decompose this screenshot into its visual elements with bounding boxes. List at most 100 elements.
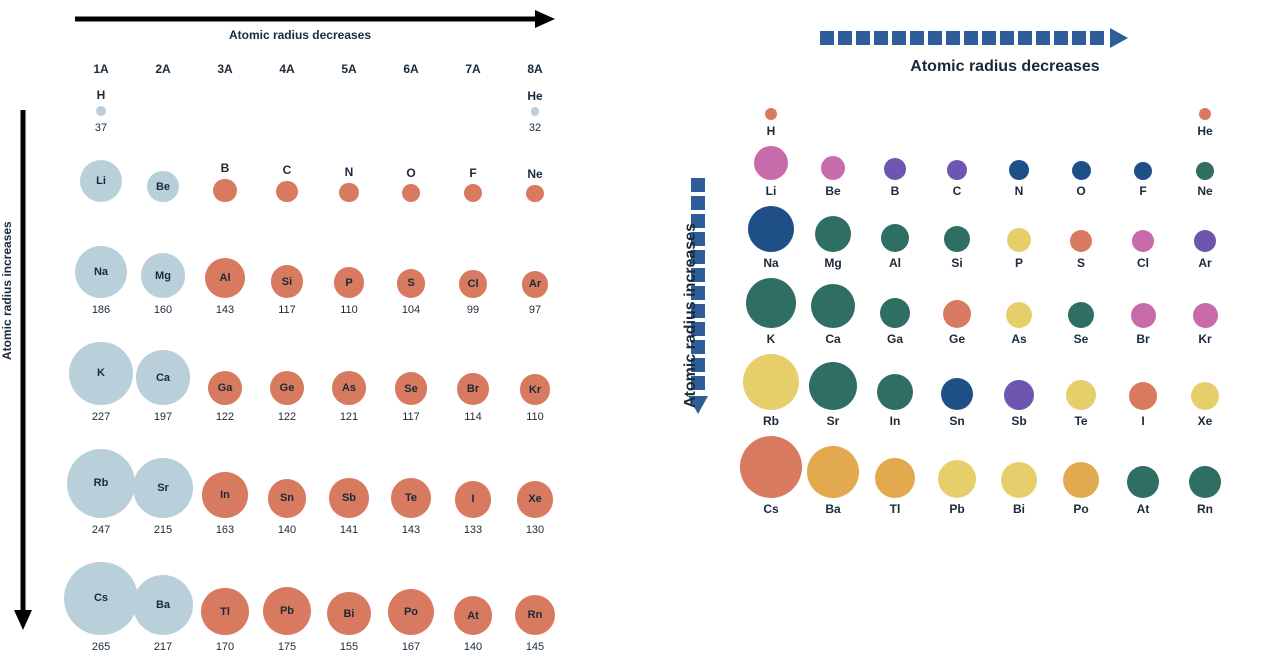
element-cell: Br	[1131, 299, 1156, 346]
atom-circle: Rb	[67, 449, 136, 518]
element-cell: SrSr215	[133, 434, 193, 538]
atom-circle: Br	[457, 373, 489, 405]
atom-circle: Sn	[268, 479, 307, 518]
left-panel: Atomic radius decreases Atomic radius in…	[60, 10, 620, 655]
element-cell: ClCl99	[459, 246, 487, 318]
element-cell: Po	[1063, 458, 1099, 516]
right-side-arrow: Atomic radius increases	[676, 178, 720, 438]
element-symbol: C	[283, 163, 292, 177]
atom-circle: Kr	[520, 374, 551, 405]
element-symbol: He	[1197, 124, 1212, 138]
element-cell: Ar	[1194, 226, 1216, 270]
atom-circle	[740, 436, 802, 498]
left-top-arrow-label: Atomic radius decreases	[60, 28, 540, 42]
element-cell: CsCs265	[64, 538, 138, 656]
dash-segment	[1054, 31, 1068, 45]
atom-circle	[875, 458, 915, 498]
atom-circle	[1132, 230, 1154, 252]
element-cell: Ga	[880, 294, 910, 346]
element-cell: P	[1007, 224, 1031, 270]
element-cell: Mg	[815, 212, 851, 270]
element-symbol: H	[767, 124, 776, 138]
arrow-down-icon	[14, 110, 32, 630]
element-cell: Tl	[875, 454, 915, 516]
element-cell: As	[1006, 298, 1032, 346]
atomic-radius-value: 141	[340, 524, 358, 538]
atom-circle	[1070, 230, 1092, 252]
element-symbol: I	[1141, 414, 1144, 428]
group-header: 6A	[380, 62, 442, 76]
element-cell: BaBa217	[133, 551, 193, 655]
atom-circle	[276, 181, 297, 202]
element-symbol: C	[953, 184, 962, 198]
element-cell: O	[1072, 157, 1091, 198]
element-cell: InIn163	[202, 448, 247, 537]
element-cell: Rb	[743, 350, 799, 428]
atomic-radius-value: 145	[526, 641, 544, 655]
element-cell: Sb	[1004, 376, 1034, 428]
element-cell: Sn	[941, 374, 973, 428]
right-row: RbSrInSnSbTeIXe	[740, 346, 1260, 428]
right-row: KCaGaGeAsSeBrKr	[740, 270, 1260, 346]
element-cell: AlAl143	[205, 234, 245, 318]
atom-circle	[402, 184, 420, 202]
element-cell: GaGa122	[208, 347, 242, 425]
atom-circle: Rn	[515, 595, 555, 635]
element-symbol: Ga	[887, 332, 903, 346]
element-cell: Ne	[1196, 158, 1214, 198]
atom-circle	[339, 183, 358, 202]
element-cell: AsAs121	[332, 347, 366, 425]
atom-circle: Be	[147, 171, 178, 202]
element-symbol: Sr	[827, 414, 840, 428]
element-symbol: Si	[951, 256, 962, 270]
atomic-radius-value: 143	[402, 524, 420, 538]
element-cell: SeSe117	[395, 348, 428, 425]
arrow-right-icon	[75, 10, 555, 28]
atom-circle	[880, 298, 910, 328]
atom-circle: As	[332, 371, 366, 405]
dash-segment	[838, 31, 852, 45]
right-grid: HHeLiBeBCNOFNeNaMgAlSiPSClArKCaGaGeAsSeB…	[740, 82, 1260, 516]
element-cell: SS104	[397, 245, 426, 318]
dash-segment	[691, 178, 705, 192]
atom-circle	[1007, 228, 1031, 252]
atom-circle	[1066, 380, 1096, 410]
element-symbol: K	[767, 332, 776, 346]
atom-circle	[807, 446, 859, 498]
right-top-arrow	[820, 28, 1160, 50]
element-symbol: Tl	[890, 502, 901, 516]
atom-circle	[944, 226, 970, 252]
dash-segment	[1090, 31, 1104, 45]
element-cell: SiSi117	[271, 241, 304, 318]
atomic-radius-value: 97	[529, 304, 541, 318]
atomic-radius-value: 143	[216, 304, 234, 318]
element-symbol: Al	[889, 256, 901, 270]
element-cell: F	[464, 160, 482, 222]
atom-circle: Sr	[133, 458, 193, 518]
atom-circle	[884, 158, 906, 180]
atom-circle	[1072, 161, 1091, 180]
element-cell: H	[765, 104, 777, 138]
atom-circle: Bi	[327, 592, 370, 635]
atom-circle: Ga	[208, 371, 242, 405]
atom-circle	[1134, 162, 1152, 180]
dash-segment	[820, 31, 834, 45]
element-cell: PbPb175	[263, 563, 312, 656]
element-cell: I	[1129, 378, 1157, 428]
element-cell: H37	[95, 82, 107, 136]
atomic-radius-value: 227	[92, 411, 110, 425]
element-cell: Rn	[1189, 462, 1221, 516]
element-symbol: Li	[766, 184, 777, 198]
atom-circle: Ba	[133, 575, 193, 635]
atom-circle	[746, 278, 796, 328]
group-header: 5A	[318, 62, 380, 76]
left-row: H37He32	[70, 76, 620, 136]
left-side-arrow: Atomic radius increases	[14, 110, 54, 630]
element-symbol: Bi	[1013, 502, 1025, 516]
dash-segment	[1000, 31, 1014, 45]
atomic-radius-value: 215	[154, 524, 172, 538]
atomic-radius-value: 247	[92, 524, 110, 538]
right-row: CsBaTlPbBiPoAtRn	[740, 428, 1260, 516]
element-symbol: F	[469, 166, 476, 180]
atomic-radius-value: 117	[402, 411, 420, 425]
